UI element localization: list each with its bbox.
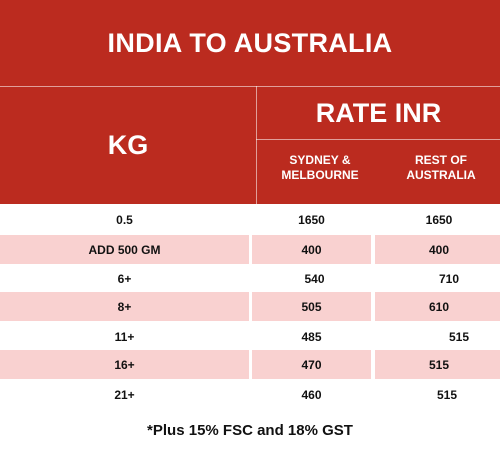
row-stripe <box>252 292 371 321</box>
table-row: 6+ 540 710 <box>0 264 500 293</box>
header-column-divider <box>256 86 257 204</box>
table-row: 11+ 485 515 <box>0 322 500 351</box>
cell-sydney-rate: 505 <box>301 299 322 314</box>
table-row: 21+ 460 515 <box>0 380 500 409</box>
header-line: REST OF <box>414 153 467 167</box>
header-line: SYDNEY & <box>289 153 351 167</box>
column-header-sydney-melbourne: SYDNEY & MELBOURNE <box>262 146 378 190</box>
cell-kg: 21+ <box>114 387 135 402</box>
row-stripe <box>375 235 500 264</box>
footnote: *Plus 15% FSC and 18% GST <box>147 421 353 439</box>
cell-kg: 8+ <box>117 299 132 314</box>
row-stripe <box>252 350 371 379</box>
cell-rest-rate: 515 <box>436 387 458 402</box>
cell-rest-rate: 1650 <box>425 212 453 227</box>
table-row: 16+ 470 515 <box>0 350 500 379</box>
column-header-rest-of-australia: REST OF AUSTRALIA <box>384 146 498 190</box>
table-row: 8+ 505 610 <box>0 292 500 321</box>
cell-rest-rate: 400 <box>428 242 450 257</box>
cell-sydney-rate: 400 <box>301 242 322 257</box>
cell-rest-rate: 515 <box>428 357 450 372</box>
column-header-kg: KG <box>107 130 149 160</box>
row-stripe <box>375 292 500 321</box>
header-line: AUSTRALIA <box>406 168 476 182</box>
header-divider <box>0 86 500 87</box>
header-line: MELBOURNE <box>281 168 359 182</box>
cell-rest-rate: 610 <box>428 299 450 314</box>
cell-sydney-rate: 460 <box>301 387 322 402</box>
table-row: 0.5 1650 1650 <box>0 205 500 234</box>
page-title: INDIA TO AUSTRALIA <box>107 27 393 58</box>
row-stripe <box>0 292 249 321</box>
row-stripe <box>252 235 371 264</box>
cell-kg: 6+ <box>117 271 132 286</box>
table-row: ADD 500 GM 400 400 <box>0 235 500 264</box>
cell-rest-rate: 710 <box>438 271 460 286</box>
cell-sydney-rate: 540 <box>304 271 325 286</box>
cell-rest-rate: 515 <box>448 329 470 344</box>
table-header: INDIA TO AUSTRALIA KG RATE INR SYDNEY & … <box>0 0 500 204</box>
cell-sydney-rate: 485 <box>301 329 322 344</box>
cell-kg: 16+ <box>114 357 135 372</box>
cell-kg: ADD 500 GM <box>88 242 161 257</box>
row-stripe <box>375 350 500 379</box>
cell-sydney-rate: 1650 <box>298 212 325 227</box>
row-stripe <box>0 350 249 379</box>
row-stripe <box>0 235 249 264</box>
cell-kg: 11+ <box>114 329 135 344</box>
rate-divider <box>256 139 500 140</box>
cell-kg: 0.5 <box>116 212 133 227</box>
cell-sydney-rate: 470 <box>301 357 322 372</box>
column-header-rate: RATE INR <box>315 97 442 128</box>
